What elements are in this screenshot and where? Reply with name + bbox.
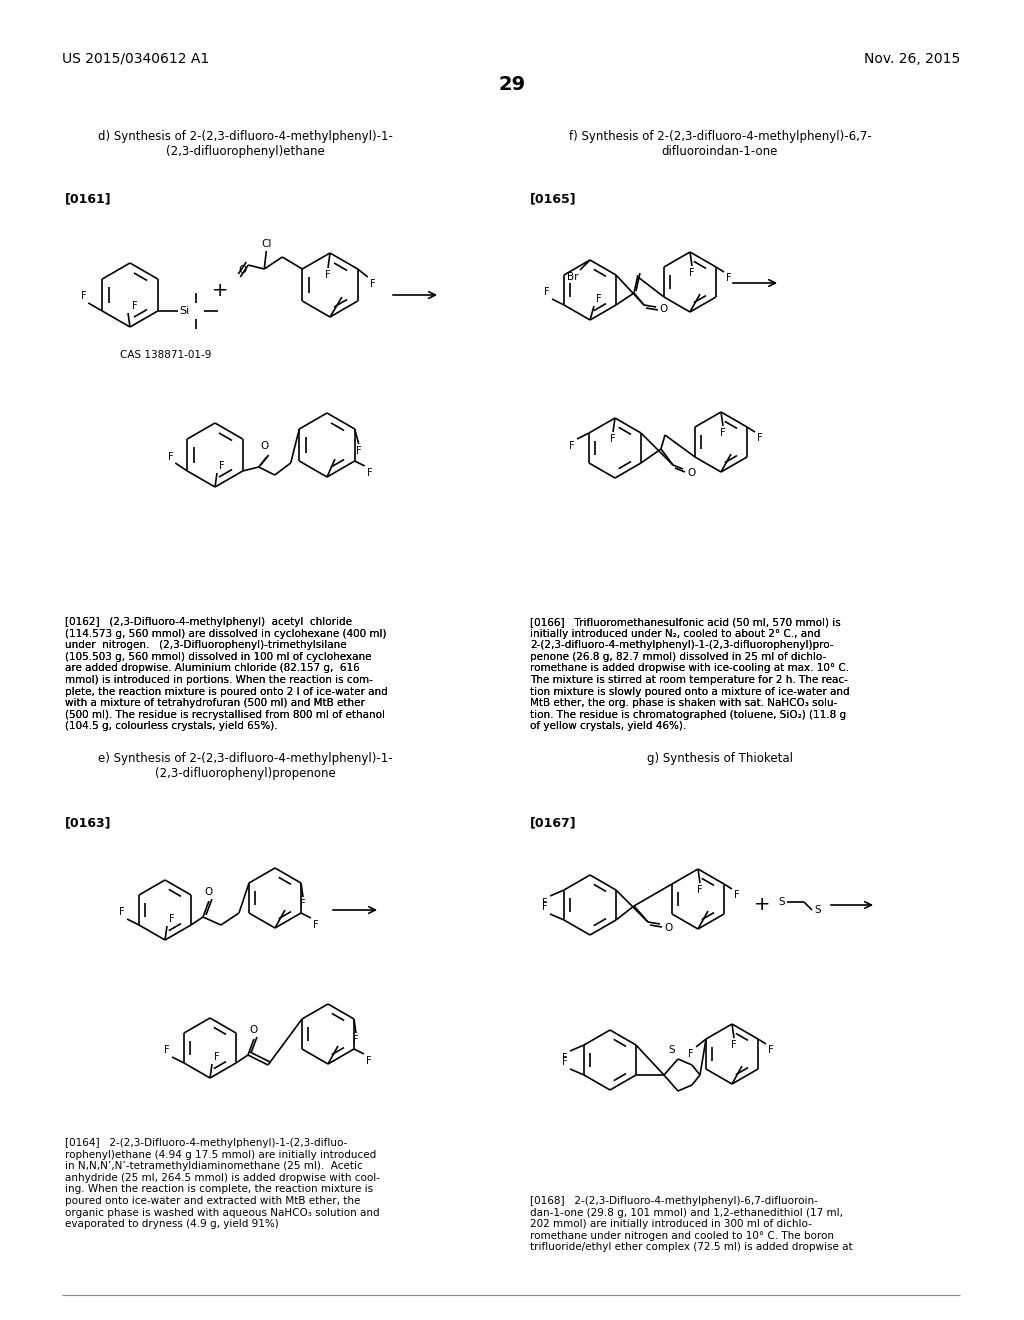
Text: +: + (754, 895, 770, 915)
Text: F: F (353, 1035, 358, 1045)
Text: F: F (168, 451, 173, 462)
Text: F: F (562, 1053, 568, 1063)
Text: F: F (169, 913, 175, 924)
Text: F: F (720, 428, 726, 438)
Text: CAS 138871-01-9: CAS 138871-01-9 (120, 350, 211, 360)
Text: [0166]   Trifluoromethanesulfonic acid (50 ml, 570 mmol) is
initially introduced: [0166] Trifluoromethanesulfonic acid (50… (530, 616, 850, 731)
Text: S: S (814, 906, 820, 915)
Text: F: F (543, 898, 548, 908)
Text: e) Synthesis of 2-(2,3-difluoro-4-methylphenyl)-1-
(2,3-difluorophenyl)propenone: e) Synthesis of 2-(2,3-difluoro-4-methyl… (97, 752, 392, 780)
Text: O: O (238, 265, 247, 275)
Text: F: F (370, 279, 376, 289)
Text: g) Synthesis of Thioketal: g) Synthesis of Thioketal (647, 752, 793, 766)
Text: F: F (768, 1045, 773, 1055)
Text: F: F (757, 433, 763, 444)
Text: f) Synthesis of 2-(2,3-difluoro-4-methylphenyl)-6,7-
difluoroindan-1-one: f) Synthesis of 2-(2,3-difluoro-4-methyl… (568, 129, 871, 158)
Text: Si: Si (180, 306, 190, 315)
Text: [0167]: [0167] (530, 816, 577, 829)
Text: F: F (81, 290, 86, 301)
Text: US 2015/0340612 A1: US 2015/0340612 A1 (62, 51, 209, 66)
Text: F: F (165, 1045, 170, 1055)
Text: F: F (313, 920, 318, 931)
Text: [0162]   (2,3-Difluoro-4-methylphenyl)  acetyl  chloride
(114.573 g, 560 mmol) a: [0162] (2,3-Difluoro-4-methylphenyl) ace… (65, 616, 388, 731)
Text: F: F (596, 294, 602, 304)
Text: F: F (569, 441, 575, 451)
Text: F: F (300, 899, 306, 909)
Text: [0164]   2-(2,3-Difluoro-4-methylphenyl)-1-(2,3-difluo-
rophenyl)ethane (4.94 g : [0164] 2-(2,3-Difluoro-4-methylphenyl)-1… (65, 1138, 380, 1229)
Text: F: F (543, 902, 548, 912)
Text: F: F (726, 273, 731, 282)
Text: S: S (669, 1045, 675, 1055)
Text: F: F (545, 286, 550, 297)
Text: F: F (688, 1049, 694, 1059)
Text: O: O (664, 923, 672, 933)
Text: Nov. 26, 2015: Nov. 26, 2015 (864, 51, 961, 66)
Text: F: F (356, 446, 361, 455)
Text: Br: Br (566, 272, 578, 282)
Text: O: O (687, 469, 695, 478)
Text: O: O (205, 887, 213, 898)
Text: F: F (562, 1057, 568, 1067)
Text: [0165]: [0165] (530, 191, 577, 205)
Text: F: F (326, 271, 331, 280)
Text: F: F (689, 268, 695, 279)
Text: [0163]: [0163] (65, 816, 112, 829)
Text: +: + (212, 281, 228, 300)
Text: F: F (120, 907, 125, 917)
Text: [0166]   Trifluoromethanesulfonic acid (50 ml, 570 mmol) is
initially introduced: [0166] Trifluoromethanesulfonic acid (50… (530, 616, 850, 731)
Text: F: F (367, 469, 373, 478)
Text: d) Synthesis of 2-(2,3-difluoro-4-methylphenyl)-1-
(2,3-difluorophenyl)ethane: d) Synthesis of 2-(2,3-difluoro-4-methyl… (97, 129, 392, 158)
Text: O: O (659, 304, 668, 314)
Text: 29: 29 (499, 75, 525, 94)
Text: F: F (734, 890, 739, 900)
Text: [0162]   (2,3-Difluoro-4-methylphenyl)  acetyl  chloride
(114.573 g, 560 mmol) a: [0162] (2,3-Difluoro-4-methylphenyl) ace… (65, 616, 388, 731)
Text: S: S (778, 898, 784, 907)
Text: F: F (731, 1040, 737, 1049)
Text: F: F (132, 301, 137, 312)
Text: O: O (260, 441, 269, 451)
Text: Cl: Cl (261, 239, 271, 249)
Text: O: O (250, 1026, 258, 1035)
Text: F: F (219, 461, 224, 471)
Text: [0161]: [0161] (65, 191, 112, 205)
Text: F: F (697, 884, 702, 895)
Text: F: F (366, 1056, 372, 1067)
Text: F: F (610, 434, 615, 444)
Text: [0168]   2-(2,3-Difluoro-4-methylphenyl)-6,7-difluoroin-
dan-1-one (29.8 g, 101 : [0168] 2-(2,3-Difluoro-4-methylphenyl)-6… (530, 1196, 853, 1253)
Text: F: F (214, 1052, 219, 1063)
